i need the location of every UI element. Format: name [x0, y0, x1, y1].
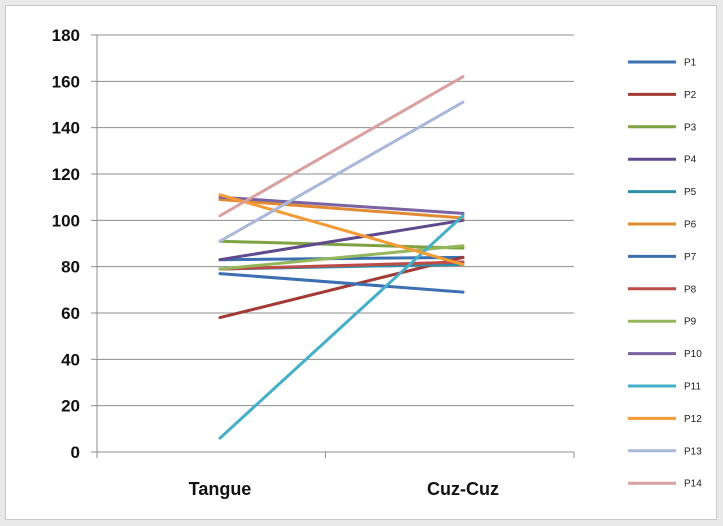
y-tick-label: 40 [61, 350, 80, 369]
y-tick-label: 180 [52, 26, 80, 45]
series-line-p2 [218, 255, 465, 320]
legend-label: P11 [684, 382, 701, 393]
legend-label: P3 [684, 122, 697, 133]
legend-item-p12: P12 [628, 414, 702, 425]
legend-label: P14 [684, 479, 702, 490]
legend-label: P2 [684, 90, 697, 101]
series-line-p4 [218, 218, 465, 262]
legend-item-p3: P3 [628, 122, 697, 133]
series-line-p7 [218, 272, 465, 294]
legend-label: P9 [684, 317, 697, 328]
legend-label: P6 [684, 220, 697, 231]
series-line-p10 [218, 195, 465, 215]
legend-label: P5 [684, 187, 697, 198]
series-line-p6 [218, 198, 465, 220]
series-line-p14 [218, 75, 465, 218]
y-tick-label: 100 [52, 211, 80, 230]
x-tick-label: Tangue [189, 479, 252, 499]
legend-item-p4: P4 [628, 155, 697, 166]
series-line-p13 [218, 100, 465, 243]
series-line-p3 [218, 239, 465, 250]
series-line-p12 [218, 193, 465, 266]
legend-label: P7 [684, 252, 697, 263]
legend-item-p14: P14 [628, 479, 702, 490]
y-tick-label: 20 [61, 397, 80, 416]
legend-item-p1: P1 [628, 58, 697, 69]
legend-label: P13 [684, 446, 702, 457]
chart-frame: 0 20 40 60 80 100 120 140 160 180 Tangue Cuz-Cuz P1… [5, 5, 717, 520]
series-line-p9 [218, 244, 465, 271]
legend-item-p13: P13 [628, 446, 702, 457]
y-tick-label: 140 [52, 119, 80, 138]
y-tick-label: 80 [61, 258, 80, 277]
legend-label: P4 [684, 155, 697, 166]
y-tick-label: 0 [71, 443, 80, 462]
legend-item-p9: P9 [628, 317, 697, 328]
legend-item-p6: P6 [628, 220, 697, 231]
y-tick-label: 160 [52, 72, 80, 91]
legend-item-p2: P2 [628, 90, 697, 101]
y-tick-label: 60 [61, 304, 80, 323]
series-line-p11 [218, 214, 465, 440]
legend-item-p7: P7 [628, 252, 697, 263]
legend-item-p8: P8 [628, 284, 697, 295]
y-tick-label: 120 [52, 165, 80, 184]
legend-label: P1 [684, 58, 697, 69]
tick-labels: 0 20 40 60 80 100 120 140 160 180 Tangue Cuz-Cuz [52, 26, 499, 499]
legend-item-p5: P5 [628, 187, 697, 198]
line-chart: 0 20 40 60 80 100 120 140 160 180 Tangue Cuz-Cuz P1… [52, 26, 703, 499]
legend-item-p11: P11 [628, 382, 701, 393]
legend-label: P8 [684, 284, 697, 295]
series-lines [218, 75, 465, 440]
series-line-p8 [218, 260, 465, 271]
legend-item-p10: P10 [628, 349, 702, 360]
axes [91, 34, 575, 458]
gridlines [97, 34, 574, 407]
legend-label: P10 [684, 349, 702, 360]
legend: P1 P2 P3 P4 P5 P6 P7 P8 P9 P10 P11 P12 P13 P14 [628, 58, 702, 490]
legend-label: P12 [684, 414, 702, 425]
x-tick-label: Cuz-Cuz [427, 479, 499, 499]
